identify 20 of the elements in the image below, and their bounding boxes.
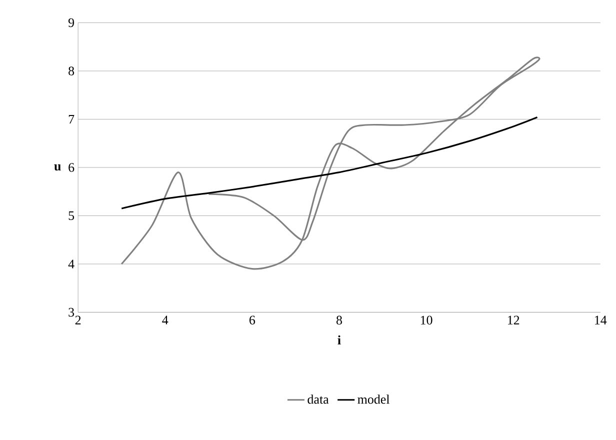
y-tick-label: 5 (68, 211, 74, 220)
x-tick-label: 8 (336, 316, 342, 325)
x-tick-label: 2 (75, 316, 81, 324)
x-axis-title: i (338, 335, 341, 344)
y-tick-label: 6 (68, 163, 74, 172)
y-axis-title: u (54, 164, 61, 171)
legend-label: model (358, 394, 390, 404)
y-tick-label: 7 (68, 114, 74, 124)
x-tick-label: 10 (420, 316, 432, 325)
y-tick-label: 3 (68, 308, 74, 317)
x-tick-label: 14 (595, 316, 607, 324)
y-tick-label: 8 (68, 66, 74, 76)
x-tick-label: 6 (249, 316, 256, 324)
y-tick-label: 9 (68, 18, 74, 28)
legend-label: data (308, 394, 329, 404)
x-tick-label: 12 (508, 316, 520, 324)
line-series (120, 58, 540, 270)
x-tick-label: 4 (162, 316, 168, 324)
y-tick-label: 4 (68, 260, 74, 268)
line-series (120, 116, 538, 210)
